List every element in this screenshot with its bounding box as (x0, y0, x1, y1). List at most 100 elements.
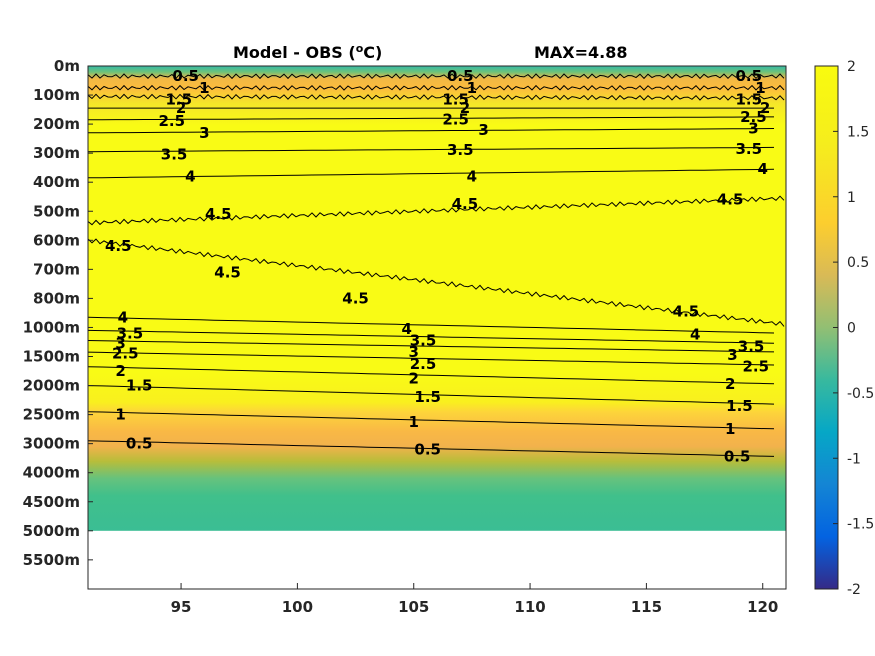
chart-title: Model - OBS (oC) (233, 42, 382, 62)
contour-label: 0.5 (126, 435, 153, 453)
contour-label: 4 (118, 308, 128, 326)
y-tick-label: 0m (54, 57, 80, 75)
contour-line (87, 440, 775, 457)
contour-line (87, 73, 785, 80)
contour-label: 0.5 (447, 67, 474, 85)
contour-label: 3.5 (735, 140, 762, 158)
contour-label: 0.5 (172, 67, 199, 85)
x-tick-label: 120 (747, 598, 778, 616)
contour-label: 0.5 (414, 440, 441, 458)
contour-label: 4.5 (342, 289, 369, 307)
y-tick-label: 800m (33, 289, 80, 307)
contour-line (87, 366, 775, 385)
contour-label: 1 (467, 79, 477, 97)
contour-label: 1.5 (735, 90, 762, 108)
contour-label: 2.5 (740, 108, 767, 126)
contour-line (87, 329, 775, 344)
contour-line (87, 128, 775, 134)
contour-label: 3.5 (447, 141, 474, 159)
contour-label: 4.5 (105, 237, 132, 255)
x-tick-label: 115 (631, 598, 662, 616)
contour-label: 3 (199, 124, 209, 142)
contour-line (87, 146, 775, 153)
y-tick-label: 100m (33, 86, 80, 104)
y-axis: 0m 100m 200m 300m 400m 500m 600m 700m 800m 1000m 1… (23, 57, 93, 569)
contour-label: 3 (478, 121, 488, 139)
colorbar-tick-label: 1 (847, 190, 856, 206)
colorbar-tick-label: -1.5 (847, 517, 874, 533)
contour-label: 3 (727, 346, 737, 364)
y-tick-label: 5500m (23, 551, 80, 569)
max-value-label: MAX=4.88 (534, 43, 628, 62)
contour-label: 1 (725, 420, 735, 438)
contour-label: 1.5 (126, 377, 153, 395)
contour-label: 4 (185, 167, 195, 185)
colorbar-tick-label: -1 (847, 451, 861, 467)
contour-label: 4 (690, 326, 700, 344)
contour-label: 4 (402, 320, 412, 338)
no-data-region (88, 530, 786, 589)
contour-label: 2.5 (442, 111, 469, 129)
contour-line (87, 93, 785, 101)
colorbar-tick-label: 2 (847, 59, 856, 75)
colorbar-tick-label: -2 (847, 582, 861, 598)
y-tick-label: 3000m (23, 435, 80, 453)
x-tick-label: 110 (514, 598, 545, 616)
contour-label: 1 (199, 79, 209, 97)
y-tick-label: 400m (33, 173, 80, 191)
colorbar-tick-label: 1.5 (847, 124, 869, 140)
contour-label: 2 (760, 99, 770, 117)
contour-label: 1.5 (726, 397, 753, 415)
contour-label: 1 (755, 79, 765, 97)
contour-label: 1 (409, 413, 419, 431)
y-tick-label: 700m (33, 260, 80, 278)
contour-label: 3 (115, 334, 125, 352)
contour-label: 1.5 (414, 388, 441, 406)
contour-label: 3.5 (410, 332, 437, 350)
contour-line (87, 84, 785, 91)
colorbar-tick-label: 0.5 (847, 255, 869, 271)
contour-label: 2 (460, 99, 470, 117)
contour-label: 0.5 (735, 67, 762, 85)
contour-label: 3.5 (117, 324, 144, 342)
contour-line (87, 238, 785, 327)
contour-line (87, 316, 775, 334)
contour-label: 4 (758, 160, 768, 178)
contour-label: 2 (115, 362, 125, 380)
contour-label: 2.5 (410, 355, 437, 373)
colorbar-tick-label: -0.5 (847, 386, 874, 402)
contour-label: 2 (176, 99, 186, 117)
y-tick-label: 600m (33, 231, 80, 249)
contour-label: 1 (115, 406, 125, 424)
contour-label: 0.5 (724, 448, 751, 466)
contour-label: 4 (467, 167, 477, 185)
contour-label: 2.5 (742, 358, 769, 376)
y-tick-label: 1500m (23, 348, 80, 366)
contour-label: 2.5 (112, 345, 139, 363)
x-tick-label: 105 (398, 598, 429, 616)
contour-label: 2 (725, 375, 735, 393)
contour-lines (87, 73, 785, 457)
y-tick-label: 2000m (23, 377, 80, 395)
contour-label: 4.5 (214, 263, 241, 281)
y-tick-label: 2500m (23, 406, 80, 424)
y-tick-label: 5000m (23, 522, 80, 540)
contour-label: 4.5 (452, 195, 479, 213)
x-axis: 95 100 105 110 115 120 (171, 583, 778, 616)
y-tick-label: 4500m (23, 493, 80, 511)
contour-label: 2 (409, 369, 419, 387)
x-tick-label: 100 (282, 598, 313, 616)
contour-label: 4.5 (673, 302, 700, 320)
contour-line (87, 340, 775, 353)
colorbar: 2 1.5 1 0.5 0 -0.5 -1 -1.5 -2 (814, 59, 874, 598)
y-tick-label: 1000m (23, 318, 80, 336)
contour-line (87, 351, 775, 366)
colorbar-tick-label: 0 (847, 321, 856, 337)
y-tick-label: 500m (33, 202, 80, 220)
contour-label: 2.5 (158, 112, 185, 130)
contour-label: 3.5 (738, 337, 765, 355)
contour-label: 3 (409, 343, 419, 361)
plot-area: 0.511.522.533.544.54.54.54.543.532.521.5… (87, 65, 787, 590)
contour-label: 1.5 (442, 90, 469, 108)
